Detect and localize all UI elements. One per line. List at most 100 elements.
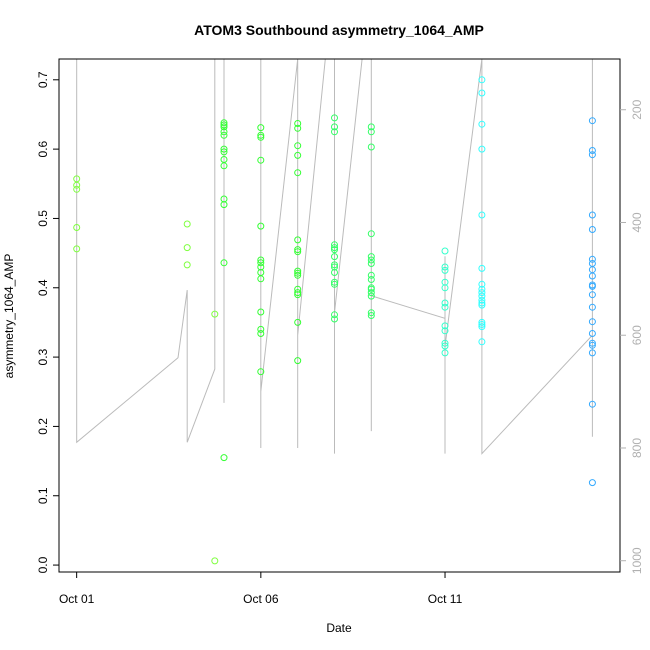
data-point [331, 123, 338, 131]
y-tick-label: 0.5 [36, 210, 50, 227]
data-point [367, 312, 375, 319]
y-tick-label: 0.0 [36, 556, 50, 573]
y-tick-label: 0.7 [36, 71, 50, 88]
data-point [220, 131, 228, 139]
data-point [294, 236, 302, 244]
data-point [294, 248, 302, 256]
data-point [294, 318, 302, 326]
data-point [220, 162, 228, 170]
data-point [478, 89, 486, 97]
data-point [588, 341, 596, 349]
y-right-tick-label: 200 [630, 99, 644, 119]
y-tick-label: 0.3 [36, 348, 50, 365]
data-point [257, 275, 265, 283]
data-point [220, 128, 228, 136]
data-point [588, 349, 596, 357]
data-point [257, 308, 265, 316]
x-axis-label: Date [326, 621, 352, 635]
data-point [478, 264, 486, 272]
data-point [441, 299, 449, 307]
data-point [441, 327, 449, 335]
data-point [588, 303, 596, 311]
data-point [331, 280, 338, 288]
chart-title: ATOM3 Southbound asymmetry_1064_AMP [194, 22, 484, 38]
data-point [331, 261, 338, 269]
data-point [367, 128, 375, 136]
data-point [257, 368, 265, 376]
data-point [367, 143, 375, 151]
altitude-trace-line [76, 58, 593, 455]
data-point [441, 342, 449, 350]
data-point [294, 120, 302, 127]
data-point [220, 121, 228, 129]
data-point [588, 282, 596, 290]
data-point [257, 131, 265, 139]
data-point [441, 247, 449, 255]
data-point [588, 151, 596, 159]
data-point [183, 244, 191, 252]
data-point [478, 299, 486, 307]
data-point [257, 222, 265, 230]
data-point [211, 557, 219, 565]
data-point [73, 175, 81, 183]
data-point [331, 269, 338, 276]
data-point [257, 124, 265, 132]
data-point [367, 230, 375, 238]
data-point [478, 301, 486, 309]
data-point [367, 123, 375, 131]
data-point [588, 272, 596, 280]
data-point [367, 276, 375, 283]
data-point [478, 145, 486, 153]
data-point [294, 291, 302, 299]
data-point [367, 309, 375, 317]
data-point [367, 271, 375, 279]
data-point [331, 128, 338, 136]
data-point [588, 226, 596, 233]
data-point [220, 148, 228, 156]
y-axis-label: asymmetry_1064_AMP [2, 254, 16, 379]
data-point [441, 284, 449, 292]
data-point [257, 256, 265, 264]
data-point [478, 323, 486, 331]
data-point [331, 278, 338, 286]
x-axis: Oct 01 Oct 06 Oct 11 [59, 572, 463, 606]
data-point [478, 211, 486, 219]
data-point [478, 120, 486, 128]
data-point [294, 246, 302, 254]
data-point [331, 311, 338, 319]
data-point [588, 479, 596, 487]
data-point [441, 339, 449, 347]
data-point [257, 330, 265, 337]
data-point [183, 220, 191, 228]
y-tick-label: 0.2 [36, 418, 50, 435]
x-tick-label: Oct 01 [59, 592, 95, 606]
x-tick-label: Oct 06 [243, 592, 279, 606]
data-point [294, 151, 302, 159]
data-point [367, 289, 375, 297]
right-y-axis: 200 400 600 800 1000 [620, 99, 644, 574]
data-point [331, 315, 338, 323]
data-point [441, 322, 449, 330]
data-point [294, 357, 302, 365]
data-point [588, 400, 596, 408]
data-point [73, 185, 81, 193]
data-point [588, 211, 596, 219]
data-point [441, 263, 449, 271]
data-point [588, 291, 596, 299]
data-point [441, 266, 449, 274]
data-point [220, 145, 228, 153]
altitude-trace-layer [76, 58, 593, 455]
y-tick-label: 0.1 [36, 487, 50, 504]
data-point [441, 349, 449, 357]
data-point [588, 330, 596, 337]
x-tick-label: Oct 11 [428, 592, 463, 606]
data-point [220, 201, 228, 209]
data-point [478, 292, 486, 300]
data-point [367, 253, 375, 261]
data-point [588, 255, 596, 263]
data-point [478, 338, 486, 346]
data-point [294, 142, 302, 150]
data-point [183, 261, 191, 269]
left-y-axis: 0.0 0.1 0.2 0.3 0.4 0.5 0.6 0.7 [36, 71, 59, 573]
